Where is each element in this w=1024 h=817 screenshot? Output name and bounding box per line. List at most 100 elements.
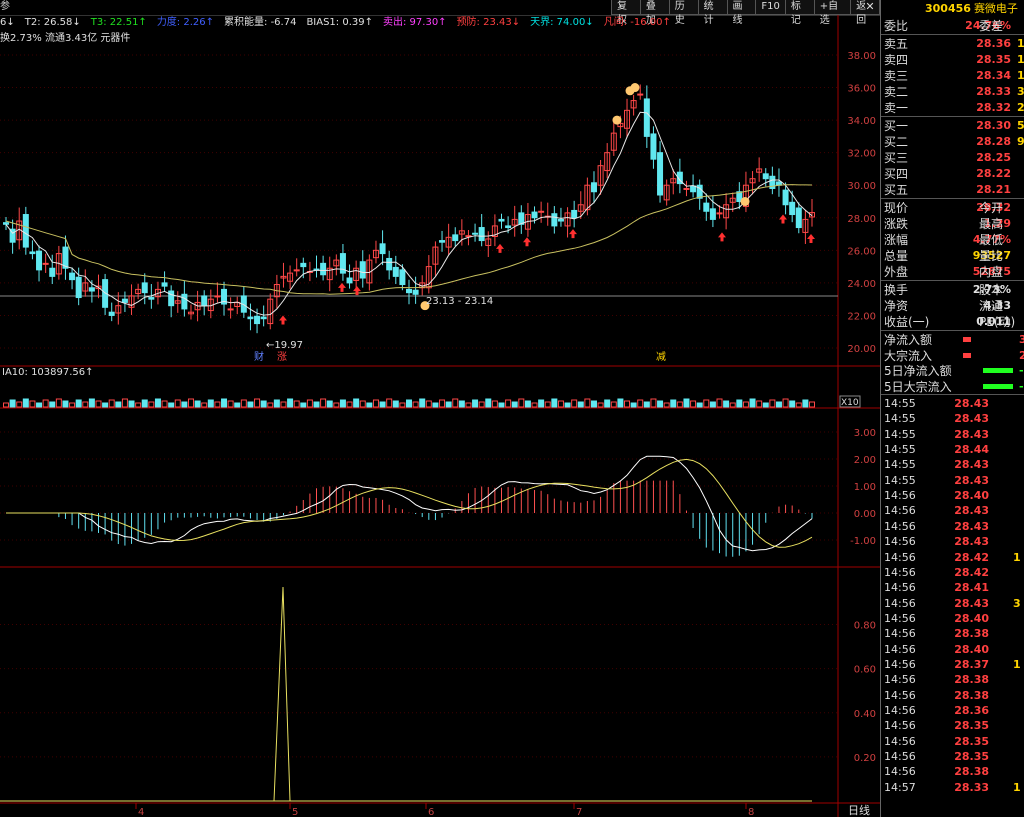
volume-bar bbox=[121, 398, 128, 408]
ma-short-line bbox=[5, 111, 813, 316]
candle-body bbox=[392, 266, 399, 277]
indicator-3: 力度: 2.26↑ bbox=[156, 17, 215, 28]
candle-body bbox=[439, 240, 446, 243]
volume-bar bbox=[161, 400, 168, 408]
price-axis: 38.00 36.00 34.00 32.00 30.00 28.00 26.00 24.00… bbox=[2, 51, 876, 817]
signal-dot bbox=[630, 83, 640, 93]
ask-row-value: 28.36 bbox=[976, 37, 1011, 50]
tick-price: 28.40 bbox=[954, 489, 989, 503]
tick-time: 14:56 bbox=[884, 504, 916, 518]
volume-bar bbox=[201, 402, 208, 408]
toolbar-button-3[interactable]: 统计 bbox=[697, 0, 728, 26]
candle-body bbox=[22, 214, 29, 248]
volume-bar bbox=[769, 399, 776, 408]
x-label: 8 bbox=[748, 807, 754, 817]
candle-body bbox=[42, 262, 49, 265]
macd-indicator bbox=[6, 455, 813, 557]
stat2-row-label2: 股本 bbox=[979, 283, 1004, 297]
volume-bar bbox=[260, 400, 267, 408]
volume-bar bbox=[386, 398, 393, 408]
volume-bar bbox=[795, 402, 802, 408]
webi-row-label: 委比 bbox=[884, 19, 909, 33]
tick-row: 14:56 28.41 bbox=[881, 580, 1024, 595]
toolbar-button-5[interactable]: F10 bbox=[755, 0, 786, 15]
candle-body bbox=[399, 269, 406, 286]
toolbar-button-1[interactable]: 叠加 bbox=[639, 0, 670, 26]
webi-row: 委比 24.76% 委差 bbox=[881, 18, 1024, 34]
flow-row: 净流入额 344 bbox=[881, 332, 1024, 348]
signal-dot bbox=[740, 197, 750, 206]
volume-bar bbox=[300, 402, 307, 408]
stock-title: 300456 赛微电子 bbox=[881, 0, 1024, 17]
candle-body bbox=[366, 259, 373, 284]
toolbar-button-6[interactable]: 标记 bbox=[784, 0, 815, 26]
tick-row: 14:56 28.35 bbox=[881, 734, 1024, 749]
tick-row: 14:55 28.43 bbox=[881, 427, 1024, 442]
candle-body bbox=[115, 305, 122, 314]
tick-row: 14:56 28.43 bbox=[881, 519, 1024, 534]
candle-body bbox=[564, 212, 571, 227]
toolbar-button-2[interactable]: 历史 bbox=[668, 0, 699, 26]
candle-body bbox=[604, 152, 611, 172]
bid-vol: 9 bbox=[1017, 135, 1024, 148]
x-label: 6 bbox=[428, 807, 434, 817]
tick-time: 14:56 bbox=[884, 550, 916, 564]
volume-bar bbox=[95, 400, 102, 408]
candle-body bbox=[749, 178, 756, 184]
divider bbox=[881, 116, 1024, 117]
volume-bar bbox=[9, 399, 16, 408]
tick-price: 28.36 bbox=[954, 704, 989, 717]
candle-body bbox=[637, 93, 644, 96]
candle-body bbox=[518, 212, 525, 225]
volume-bar bbox=[69, 402, 76, 408]
x-label: 4 bbox=[138, 807, 144, 817]
flow-value: 344 bbox=[1019, 333, 1024, 346]
ask-row-label: 卖二 bbox=[884, 85, 909, 99]
tick-price: 28.35 bbox=[954, 734, 989, 748]
candle-body bbox=[478, 227, 485, 242]
volume-bar bbox=[82, 401, 89, 408]
toolbar-button-4[interactable]: 画线 bbox=[726, 0, 757, 26]
ask-row-label: 卖一 bbox=[884, 101, 909, 115]
volume-bar bbox=[333, 402, 340, 408]
volume-bar bbox=[181, 401, 188, 408]
volume-bar bbox=[736, 399, 743, 408]
ask-row-value: 28.34 bbox=[976, 69, 1011, 82]
moving-average-lines: ←19.97 23.13 - 23.14 财 涨 减 bbox=[5, 83, 815, 363]
tick-price: 28.35 bbox=[954, 719, 989, 733]
volume-bar bbox=[326, 400, 333, 408]
volume-bar bbox=[472, 399, 479, 408]
candle-body bbox=[69, 272, 76, 281]
volume-bar bbox=[115, 401, 122, 408]
tick-time: 14:56 bbox=[884, 765, 916, 779]
kline-chart[interactable]: ←19.97 23.13 - 23.14 财 涨 减 38.00 36.00 34.00 32… bbox=[0, 15, 880, 817]
volume-bar bbox=[557, 400, 564, 408]
volume-bar bbox=[544, 401, 551, 408]
tick-row: 14:56 28.40 bbox=[881, 488, 1024, 503]
tick-row: 14:56 28.38 bbox=[881, 764, 1024, 779]
price-tick: 36.00 bbox=[847, 84, 876, 95]
ma-long-line bbox=[5, 184, 813, 295]
toolbar-button-8[interactable]: 返回 bbox=[850, 0, 880, 26]
volume-bar bbox=[709, 401, 716, 408]
volume-bar bbox=[88, 398, 95, 408]
candle-body bbox=[221, 288, 228, 305]
tick-price: 28.38 bbox=[954, 765, 989, 779]
candle-body bbox=[9, 228, 16, 243]
divider bbox=[881, 330, 1024, 331]
bid-row-label: 买一 bbox=[884, 119, 909, 133]
toolbar-button-0[interactable]: 复权 bbox=[611, 0, 641, 26]
toolbar-button-7[interactable]: +自选 bbox=[813, 0, 852, 26]
close-icon[interactable]: ✕ bbox=[865, 0, 875, 13]
volume-bar bbox=[36, 402, 43, 408]
bid-row-value: 28.25 bbox=[976, 151, 1011, 164]
bid-row-value: 28.21 bbox=[976, 183, 1011, 196]
tick-row: 14:56 28.38 bbox=[881, 626, 1024, 641]
tick-time: 14:56 bbox=[884, 673, 916, 687]
candle-body bbox=[62, 246, 69, 269]
macd-tick: 1.00 bbox=[854, 482, 876, 493]
volume-bar bbox=[690, 400, 697, 408]
volume-bar bbox=[419, 398, 426, 408]
volume-bar bbox=[425, 400, 432, 408]
volume-bar bbox=[221, 398, 228, 408]
